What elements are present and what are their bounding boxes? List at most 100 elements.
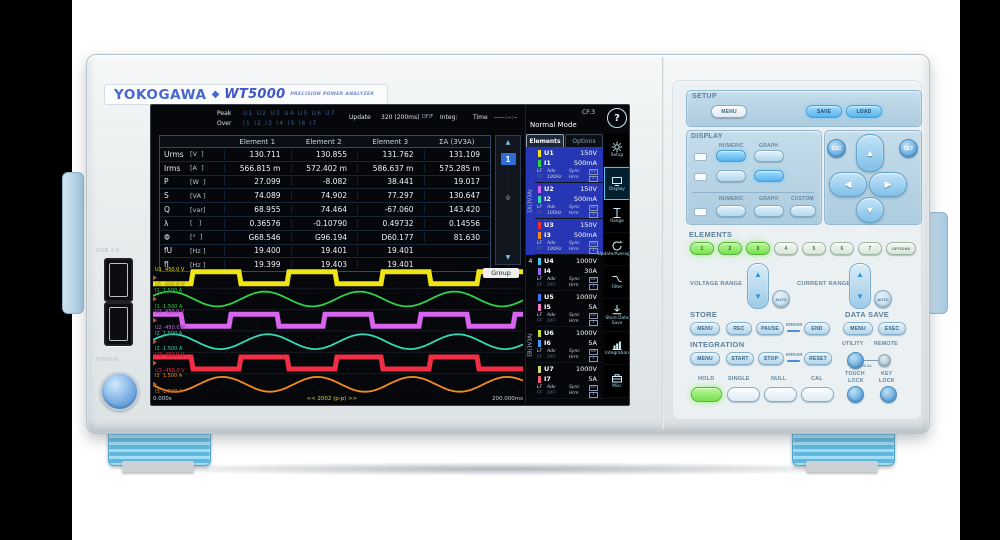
display-numeric-button-1[interactable] bbox=[716, 150, 746, 162]
menu-item-setup[interactable]: Setup bbox=[604, 134, 629, 167]
ff-flag: FF bbox=[537, 246, 543, 252]
table-cell: S bbox=[164, 191, 169, 201]
current-up-icon[interactable]: ▲ bbox=[856, 270, 864, 279]
element-group-1[interactable]: U1 150V I1 500mA LF FF Adv 100Hz Sync Hrm U1 1 bbox=[535, 147, 603, 183]
menu-item-filter[interactable]: Filter bbox=[604, 266, 629, 299]
element-button-6[interactable]: 6 bbox=[830, 242, 854, 255]
display-graph-button-1[interactable] bbox=[754, 150, 784, 162]
voltage-up-icon[interactable]: ▲ bbox=[754, 270, 762, 279]
display-numeric-button-2[interactable] bbox=[716, 170, 746, 182]
display-graph-button-2[interactable] bbox=[754, 170, 784, 182]
freq-value: OFF bbox=[547, 390, 556, 396]
cal-button[interactable] bbox=[801, 387, 834, 402]
arrow-right-key[interactable]: ▶ bbox=[869, 172, 907, 197]
arrow-left-key[interactable]: ◀ bbox=[829, 172, 867, 197]
usb-port-1[interactable] bbox=[104, 258, 133, 302]
usb-label: USB 2.0 bbox=[96, 248, 120, 254]
hrm-flag: Hrm bbox=[569, 246, 579, 252]
voltage-down-icon[interactable]: ▼ bbox=[754, 292, 762, 301]
element-group-5[interactable]: U5 1000V I5 5A LF FF Adv OFF Sync Hrm U5 1 bbox=[535, 291, 603, 327]
display-numeric-button-3[interactable] bbox=[716, 205, 746, 217]
element-button-1[interactable]: 1 bbox=[690, 242, 714, 255]
sync-source-badge: U5 bbox=[589, 313, 598, 319]
element-group-2[interactable]: U2 150V I2 500mA LF FF Adv 100Hz Sync Hrm U2 1 bbox=[535, 183, 603, 219]
page-up-icon[interactable]: ▲ bbox=[505, 139, 511, 146]
voltage-channel: U6 bbox=[544, 329, 554, 337]
display-custom-button[interactable] bbox=[790, 205, 816, 217]
table-cell: Φ bbox=[164, 232, 170, 242]
store-rec-button[interactable]: REC bbox=[726, 322, 752, 335]
lf-flag: LF bbox=[537, 349, 543, 354]
element-group-block: ΣB(3V3A) U5 1000V I5 5A LF FF Adv OFF Sync Hrm U5 1 U… bbox=[526, 291, 603, 399]
integration-menu-button[interactable]: MENU bbox=[690, 352, 720, 365]
save-button[interactable]: SAVE bbox=[806, 105, 842, 118]
current-down-icon[interactable]: ▼ bbox=[856, 292, 864, 301]
data-save-exec-button[interactable]: EXEC bbox=[878, 322, 906, 335]
arrow-down-key[interactable]: ▼ bbox=[856, 197, 884, 223]
element-button-7[interactable]: 7 bbox=[858, 242, 882, 255]
page-down-icon[interactable]: ▼ bbox=[505, 254, 511, 261]
current-range-rocker[interactable]: ▲ ▼ bbox=[849, 263, 871, 309]
table-cell: D60.177 bbox=[357, 232, 424, 242]
menu-item-update-averaging[interactable]: Update/Averaging bbox=[598, 233, 629, 266]
element-group-7[interactable]: U7 1000V I7 5A LF FF Adv OFF Sync Hrm U7 1 bbox=[535, 363, 603, 399]
menu-item-display[interactable]: Display bbox=[604, 167, 629, 200]
usb-port-2[interactable] bbox=[104, 302, 133, 346]
tab-elements[interactable]: Elements bbox=[526, 134, 564, 147]
set-button[interactable]: SET bbox=[899, 139, 918, 158]
voltage-range-rocker[interactable]: ▲ ▼ bbox=[747, 263, 769, 309]
integ-label: Integ: bbox=[440, 114, 458, 121]
store-pause-button[interactable]: PAUSE bbox=[756, 322, 784, 335]
table-cell: 572.402 m bbox=[290, 163, 358, 173]
current-channel: I6 bbox=[544, 339, 551, 347]
null-button[interactable] bbox=[764, 387, 797, 402]
voltage-auto-button[interactable]: AUTO bbox=[772, 290, 790, 308]
utility-button[interactable] bbox=[847, 352, 864, 369]
store-end-button[interactable]: END bbox=[804, 322, 830, 335]
help-icon[interactable]: ? bbox=[607, 108, 627, 128]
col-sigmaA: ΣA (3V3A) bbox=[439, 137, 475, 146]
power-button[interactable] bbox=[100, 372, 139, 411]
menu-item-range[interactable]: Range bbox=[604, 200, 629, 233]
store-menu-button[interactable]: MENU bbox=[690, 322, 720, 335]
group-pill[interactable]: Group bbox=[483, 268, 519, 278]
load-button[interactable]: LOAD bbox=[846, 105, 882, 118]
setup-menu-button[interactable]: MENU bbox=[711, 105, 747, 118]
tab-options[interactable]: Options bbox=[565, 134, 603, 147]
table-cell: [Hz ] bbox=[190, 246, 206, 255]
integration-stop-button[interactable]: STOP bbox=[758, 352, 784, 365]
menu-item-store-data-save[interactable]: Store Data Save bbox=[604, 299, 629, 332]
table-cell: 19.399 bbox=[224, 260, 291, 270]
current-auto-button[interactable]: AUTO bbox=[874, 290, 892, 308]
element-button-2[interactable]: 2 bbox=[718, 242, 742, 255]
menu-item-misc[interactable]: Misc bbox=[604, 365, 629, 398]
wiring-group-label: 4 bbox=[528, 257, 533, 265]
element-button-5[interactable]: 5 bbox=[802, 242, 826, 255]
element-group-6[interactable]: U6 1000V I6 5A LF FF Adv OFF Sync Hrm U6 1 bbox=[535, 327, 603, 363]
data-save-menu-button[interactable]: MENU bbox=[843, 322, 873, 335]
element-button-3[interactable]: 3 bbox=[746, 242, 770, 255]
single-button[interactable] bbox=[727, 387, 760, 402]
remote-indicator bbox=[878, 354, 891, 367]
hold-button[interactable] bbox=[691, 387, 722, 402]
element-options-button[interactable]: OPTIONS bbox=[886, 242, 916, 255]
page-scroller[interactable]: ▲ 1 · · · 9 ▼ bbox=[495, 135, 521, 265]
arrow-up-key[interactable]: ▲ bbox=[856, 134, 884, 172]
wiring-group-label: ΣA(3V3A) bbox=[527, 189, 534, 213]
screen-sidebar: Normal Mode CF:3 ? Elements Options ΣA(3… bbox=[525, 105, 629, 405]
element-group-3[interactable]: U3 150V I3 500mA LF FF Adv 100Hz Sync Hrm U3 1 bbox=[535, 219, 603, 255]
element-group-4[interactable]: U4 1000V I4 30A LF FF Adv OFF Sync Hrm U4 1 bbox=[535, 255, 603, 291]
key-lock-button[interactable] bbox=[880, 386, 897, 403]
integration-reset-button[interactable]: RESET bbox=[804, 352, 832, 365]
voltage-color-swatch bbox=[538, 293, 541, 301]
display-graph-button-3[interactable] bbox=[754, 205, 784, 217]
element-button-4[interactable]: 4 bbox=[774, 242, 798, 255]
touch-lock-button[interactable] bbox=[847, 386, 864, 403]
save-download-icon bbox=[612, 304, 622, 315]
esc-button[interactable]: ESC bbox=[827, 139, 846, 158]
table-cell: G96.194 bbox=[290, 232, 358, 242]
menu-item-integration[interactable]: Integration bbox=[604, 332, 629, 365]
integration-start-button[interactable]: START bbox=[726, 352, 754, 365]
table-cell: [Hz ] bbox=[190, 260, 206, 269]
diamond-icon: ◆ bbox=[211, 89, 220, 100]
